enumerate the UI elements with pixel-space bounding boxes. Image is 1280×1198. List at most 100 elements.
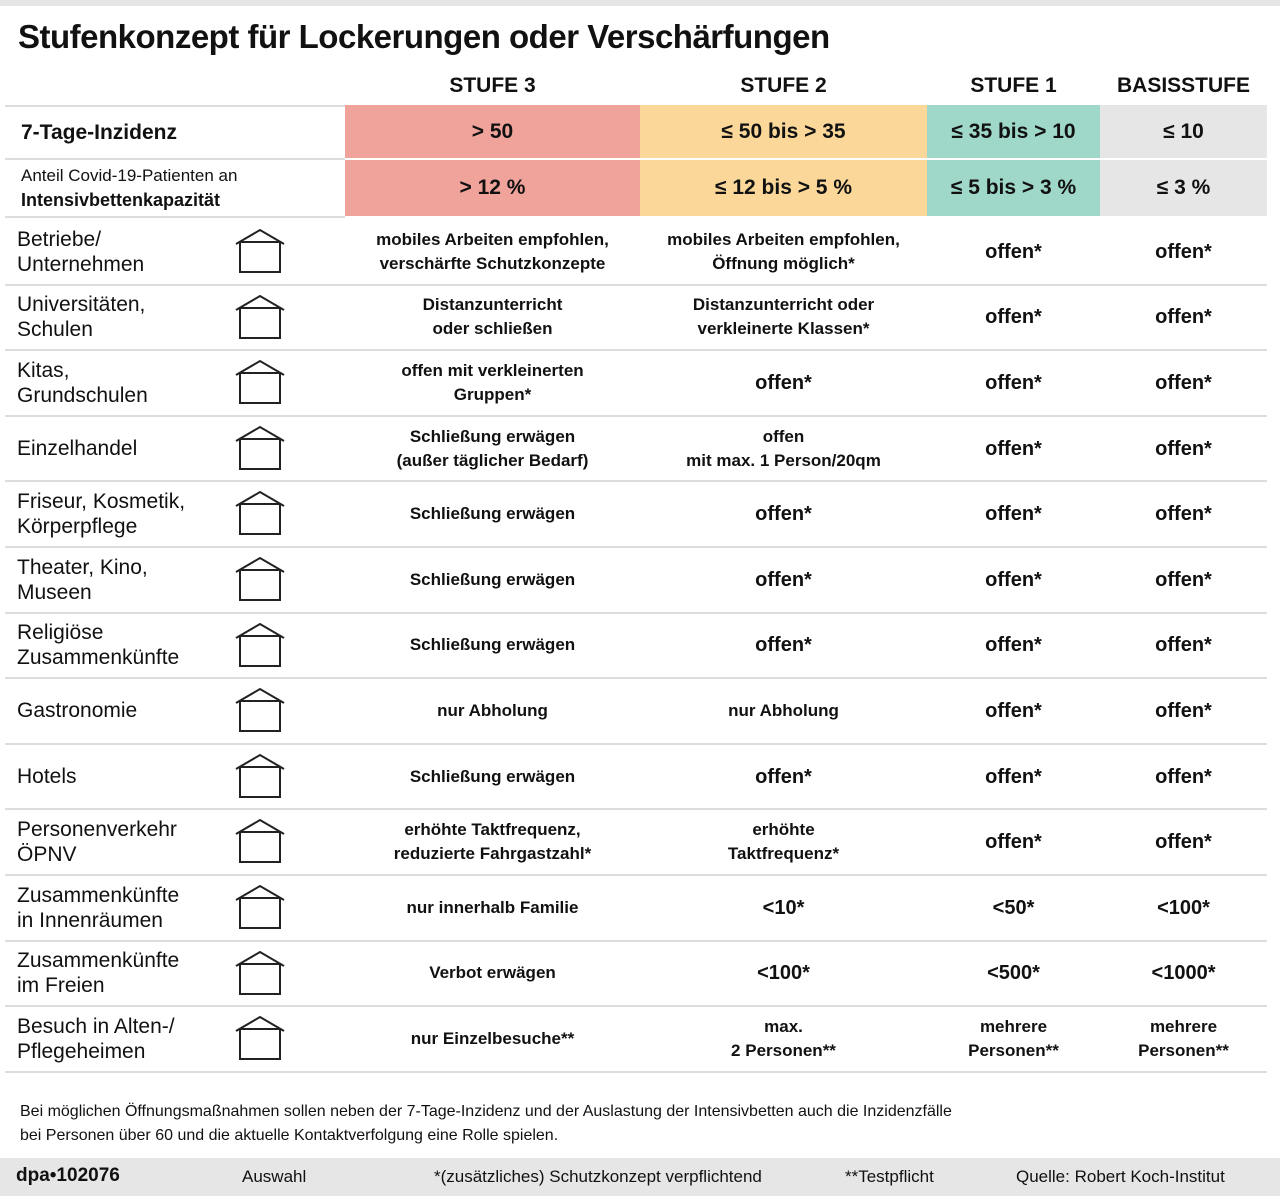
text-line: Betriebe/ xyxy=(17,227,102,251)
text-line: offen* xyxy=(1155,568,1212,591)
icon xyxy=(235,425,285,470)
text-line: verkleinerte Klassen* xyxy=(697,319,870,339)
text-line: nur Abholung xyxy=(437,700,548,720)
row-cell: offen* xyxy=(1100,286,1267,352)
text-line: Körperpflege xyxy=(17,515,138,539)
note: Bei möglichen Öffnungsmaßnahmen sollen n… xyxy=(20,1100,952,1148)
text-line: Zusammenkünfte xyxy=(17,883,180,907)
footer: dpa•102076 Auswahl *(zusätzliches) Schutzk… xyxy=(0,1158,1280,1196)
row-cell: offen* xyxy=(1100,220,1267,286)
text-line: nur Einzelbesuche** xyxy=(410,1028,575,1048)
row-cell: offen* xyxy=(640,482,927,548)
text-line: Zusammenkünfte xyxy=(17,646,180,670)
text-line: Schließung erwägen xyxy=(409,635,576,655)
row-label: Hotels xyxy=(5,745,345,811)
text-line: Kitas, xyxy=(17,358,70,382)
text-line: verschärfte Schutzkonzepte xyxy=(379,253,606,273)
row-cell: nur Abholung xyxy=(640,679,927,745)
row-cell: <1000* xyxy=(1100,942,1267,1008)
text-line: <100* xyxy=(757,962,810,985)
text-line: offen* xyxy=(755,634,812,657)
row-label: Zusammenkünfte im Freien xyxy=(5,942,345,1008)
text-line: Schließung erwägen xyxy=(409,766,576,786)
text-line: Friseur, Kosmetik, xyxy=(17,490,186,514)
text-line: offen* xyxy=(755,568,812,591)
text-line: offen* xyxy=(755,765,812,788)
text-line: ≤ 12 bis > 5 % xyxy=(714,176,852,199)
text-line: mobiles Arbeiten empfohlen, xyxy=(667,229,900,249)
text-line: Verbot erwägen xyxy=(429,963,556,983)
row-cell: offen* xyxy=(927,614,1100,680)
threshold-label: 7-Tage-Inzidenz xyxy=(5,105,345,160)
icon xyxy=(235,688,285,733)
text-line: mit max. 1 Person/20qm xyxy=(686,450,881,470)
icon xyxy=(235,819,285,864)
text-line: erhöhte xyxy=(752,820,815,840)
text-line: oder schließen xyxy=(432,319,553,339)
threshold-cell: ≤ 10 xyxy=(1100,105,1267,160)
row-cell: Schließung erwägen xyxy=(345,745,640,811)
column-header: STUFE 3 xyxy=(449,74,536,97)
row-cell: offen* xyxy=(1100,482,1267,548)
row-label: Betriebe/Unternehmen xyxy=(5,220,345,286)
row-cell: Distanzunterricht oder verkleinerte Klass… xyxy=(640,286,927,352)
row-cell: <100* xyxy=(1100,876,1267,942)
text-line: Schließung erwägen xyxy=(409,569,576,589)
text-line: Hotels xyxy=(17,765,77,789)
threshold-cell: ≤ 5 bis > 3 % xyxy=(927,160,1100,218)
row-cell: offen* xyxy=(1100,548,1267,614)
title: Stufenkonzept für Lockerungen oder Versc… xyxy=(18,18,830,55)
row-cell: Verbot erwägen xyxy=(345,942,640,1008)
row-cell: mobiles Arbeiten empfohlen, Öffnung mögli… xyxy=(640,220,927,286)
row-label: Einzelhandel xyxy=(5,417,345,483)
text-line: mehrere xyxy=(1149,1016,1218,1036)
text-line: nur Abholung xyxy=(728,700,839,720)
text-line: <500* xyxy=(987,962,1040,985)
text-line: Religiöse xyxy=(17,621,104,645)
row-label: Gastronomie xyxy=(5,679,345,745)
row-label: Zusammenkünfte in Innenräumen xyxy=(5,876,345,942)
text-line: offen* xyxy=(755,371,812,394)
row-cell: offen mit max. 1 Person/20qm xyxy=(640,417,927,483)
row-cell: offen* xyxy=(640,548,927,614)
text-line: Anteil Covid-19-Patienten an xyxy=(21,166,238,185)
text-line: erhöhte Taktfrequenz, xyxy=(404,820,581,840)
text-line: Museen xyxy=(17,580,92,604)
text-line: mobiles Arbeiten empfohlen, xyxy=(376,229,609,249)
row-cell: mehrere Personen** xyxy=(927,1007,1100,1073)
text-line: Personen** xyxy=(968,1040,1059,1060)
row-cell: offen* xyxy=(927,548,1100,614)
text-line: offen* xyxy=(755,503,812,526)
text-line: in Innenräumen xyxy=(17,908,163,932)
row-cell: <10* xyxy=(640,876,927,942)
text-line: offen* xyxy=(985,765,1042,788)
text-line: Schließung erwägen xyxy=(409,426,576,446)
row-cell: offen* xyxy=(927,745,1100,811)
row-cell: erhöhte Taktfrequenz* xyxy=(640,810,927,876)
row-cell: mehrere Personen** xyxy=(1100,1007,1267,1073)
text-line: Unternehmen xyxy=(17,252,145,276)
text-line: offen* xyxy=(1155,503,1212,526)
text-line: offen mit verkleinerten xyxy=(401,360,584,380)
row-cell: offen* xyxy=(640,351,927,417)
row-label: Religiöse Zusammenkünfte xyxy=(5,614,345,680)
row-label: Universitäten, Schulen xyxy=(5,286,345,352)
footer-item: Auswahl xyxy=(242,1167,307,1186)
text-line: ≤ 50 bis > 35 xyxy=(721,119,846,143)
row-cell: offen* xyxy=(927,220,1100,286)
footer-item: Quelle: Robert Koch-Institut xyxy=(1016,1167,1225,1186)
row-cell: <100* xyxy=(640,942,927,1008)
text-line: Taktfrequenz* xyxy=(727,844,840,864)
row-cell: offen* xyxy=(1100,417,1267,483)
text-line: bei Personen über 60 und die aktuelle Ko… xyxy=(20,1127,559,1144)
row-cell: Schließung erwägen xyxy=(345,548,640,614)
threshold-cell: > 12 % xyxy=(345,160,640,218)
text-line: Pflegeheimen xyxy=(17,1039,146,1063)
text-line: Gruppen* xyxy=(453,384,532,404)
text-line: ÖPNV xyxy=(17,843,77,867)
row-cell: offen* xyxy=(927,351,1100,417)
threshold-cell: > 50 xyxy=(345,105,640,160)
text-line: Öffnung möglich* xyxy=(712,253,855,273)
text-line: mehrere xyxy=(979,1016,1048,1036)
row-cell: offen* xyxy=(1100,745,1267,811)
